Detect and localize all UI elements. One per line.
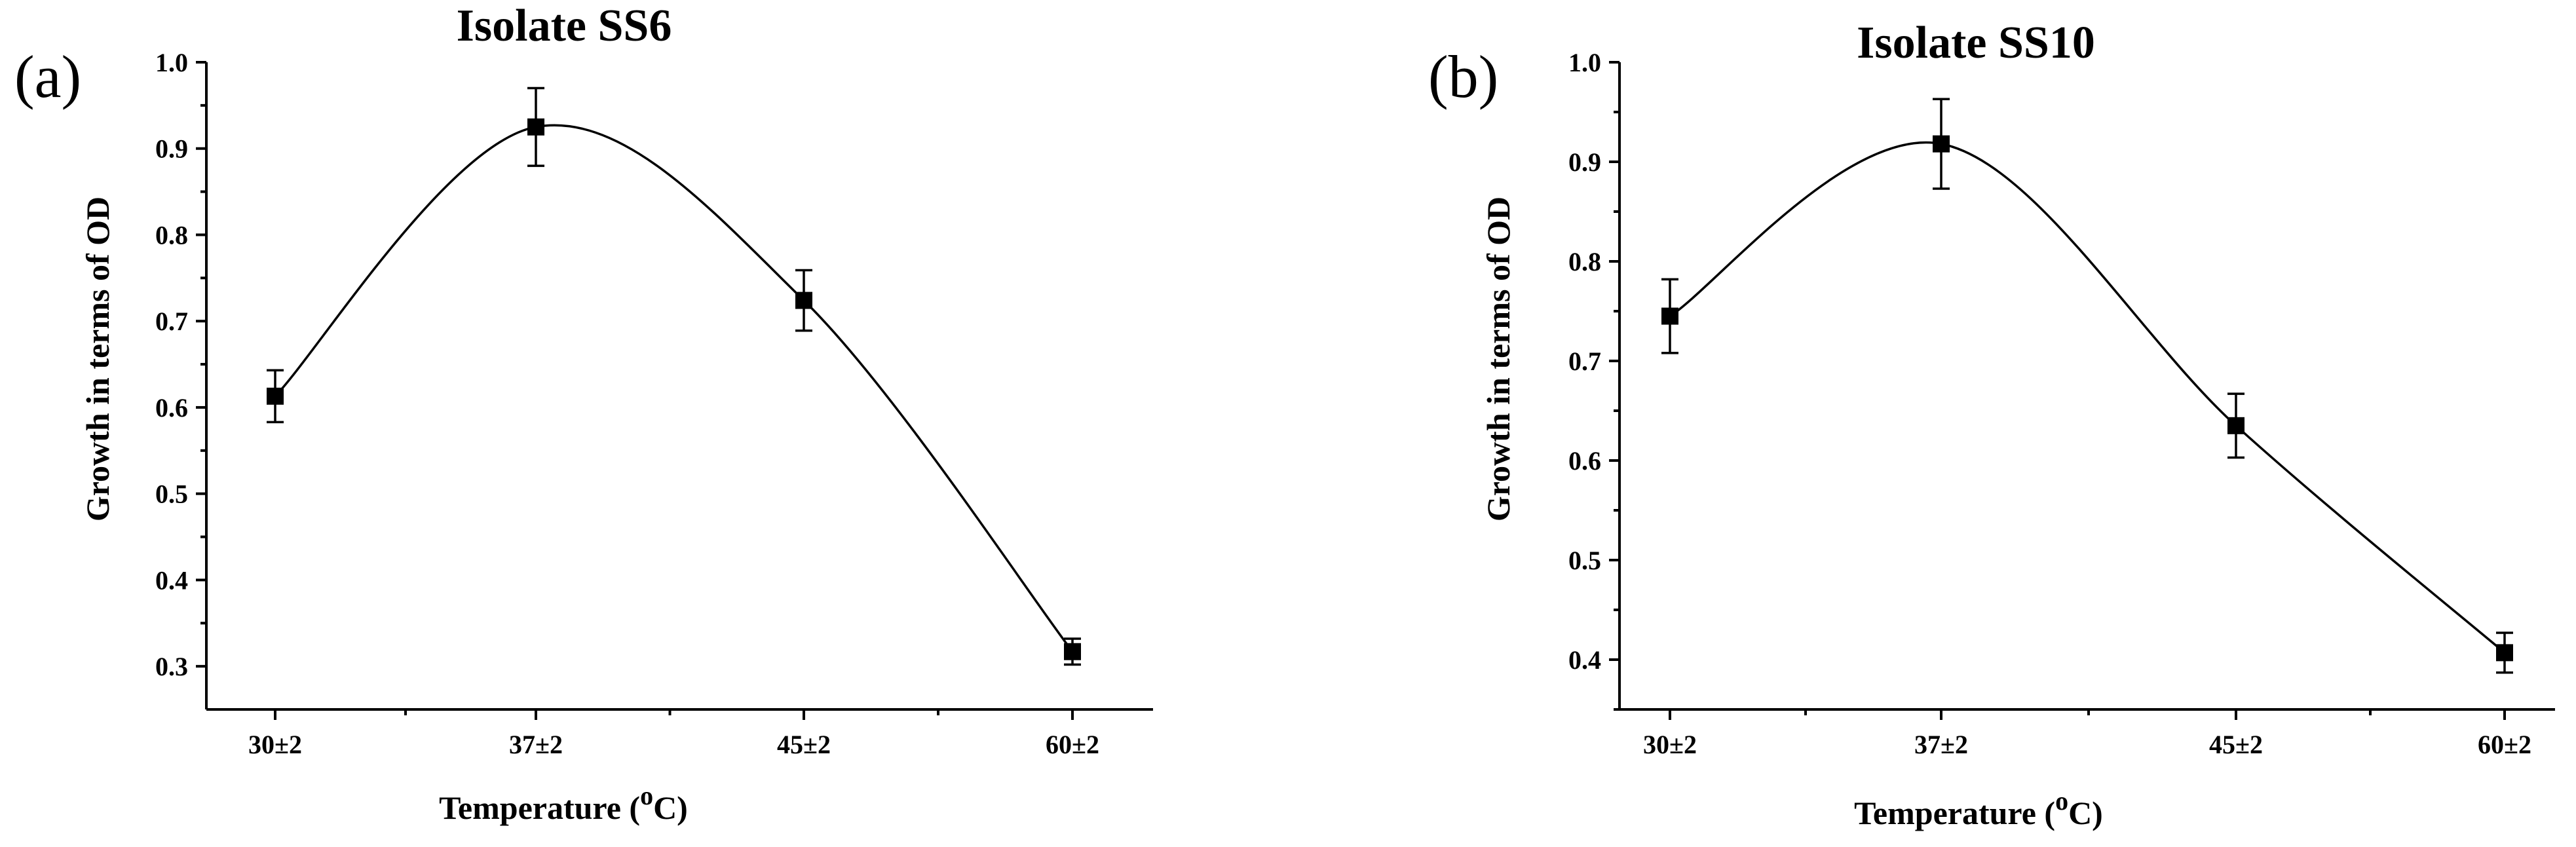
y-tick-label: 0.9	[155, 134, 188, 164]
y-tick-label: 0.8	[155, 220, 188, 250]
data-point	[2227, 417, 2245, 434]
y-tick-label: 0.7	[155, 307, 188, 336]
data-point	[267, 387, 284, 405]
y-tick-label: 0.6	[155, 393, 188, 423]
series-line	[1669, 141, 2506, 654]
x-tick-label: 60±2	[1046, 730, 1099, 759]
chart-panel-a: (a) Isolate SS6 Growth in terms of OD Te…	[14, 1, 1153, 826]
y-tick-label: 0.6	[1568, 446, 1601, 476]
x-axis-title-unit: C)	[2068, 795, 2103, 831]
x-tick-label: 37±2	[509, 730, 563, 759]
x-axis-title-text: Temperature (	[439, 789, 640, 826]
y-tick-label: 0.4	[1568, 645, 1601, 675]
x-tick-label: 45±2	[2209, 730, 2263, 759]
data-point	[1661, 307, 1678, 325]
y-axis-title: Growth in terms of OD	[1480, 197, 1517, 521]
chart-title: Isolate SS10	[1857, 18, 2095, 68]
x-tick-label: 30±2	[248, 730, 302, 759]
x-tick-label: 37±2	[1914, 730, 1968, 759]
chart-title: Isolate SS6	[457, 1, 672, 51]
y-axis-title: Growth in terms of OD	[79, 197, 116, 521]
data-point	[527, 118, 544, 136]
chart-panel-b: (b) Isolate SS10 Growth in terms of OD T…	[1428, 18, 2555, 831]
y-tick-label: 0.8	[1568, 247, 1601, 276]
y-tick-label: 0.5	[155, 480, 188, 509]
x-axis-title-superscript: o	[640, 781, 653, 810]
plot-area: 0.3 0.4 0.5 0.6 0.7 0.8 0.9 1.0 30±2 37±2 45±2 60±2	[155, 48, 1153, 759]
x-tick-label: 60±2	[2478, 730, 2531, 759]
y-tick-label: 0.4	[155, 565, 188, 595]
data-point	[795, 292, 812, 309]
x-axis-title: Temperature (oC)	[1854, 786, 2103, 831]
x-axis-title-superscript: o	[2055, 786, 2068, 816]
y-tick-label: 0.3	[155, 652, 188, 681]
data-point	[1933, 135, 1950, 153]
panel-letter: (a)	[14, 43, 81, 110]
y-tick-label: 0.7	[1568, 347, 1601, 376]
x-axis-title-unit: C)	[653, 789, 688, 826]
y-tick-label: 1.0	[1568, 48, 1601, 77]
x-tick-label: 45±2	[777, 730, 831, 759]
y-tick-label: 0.9	[1568, 147, 1601, 177]
plot-area: 0.4 0.5 0.6 0.7 0.8 0.9 1.0 30±2 37±2 45±2 60±2	[1568, 48, 2555, 759]
x-axis-title-text: Temperature (	[1854, 795, 2055, 831]
data-point	[1064, 643, 1081, 660]
data-point	[2496, 644, 2513, 662]
x-axis-title: Temperature (oC)	[439, 781, 688, 826]
panel-letter: (b)	[1428, 43, 1498, 110]
y-tick-label: 1.0	[155, 48, 188, 77]
y-tick-label: 0.5	[1568, 546, 1601, 575]
x-tick-label: 30±2	[1643, 730, 1697, 759]
series-line	[274, 124, 1074, 652]
